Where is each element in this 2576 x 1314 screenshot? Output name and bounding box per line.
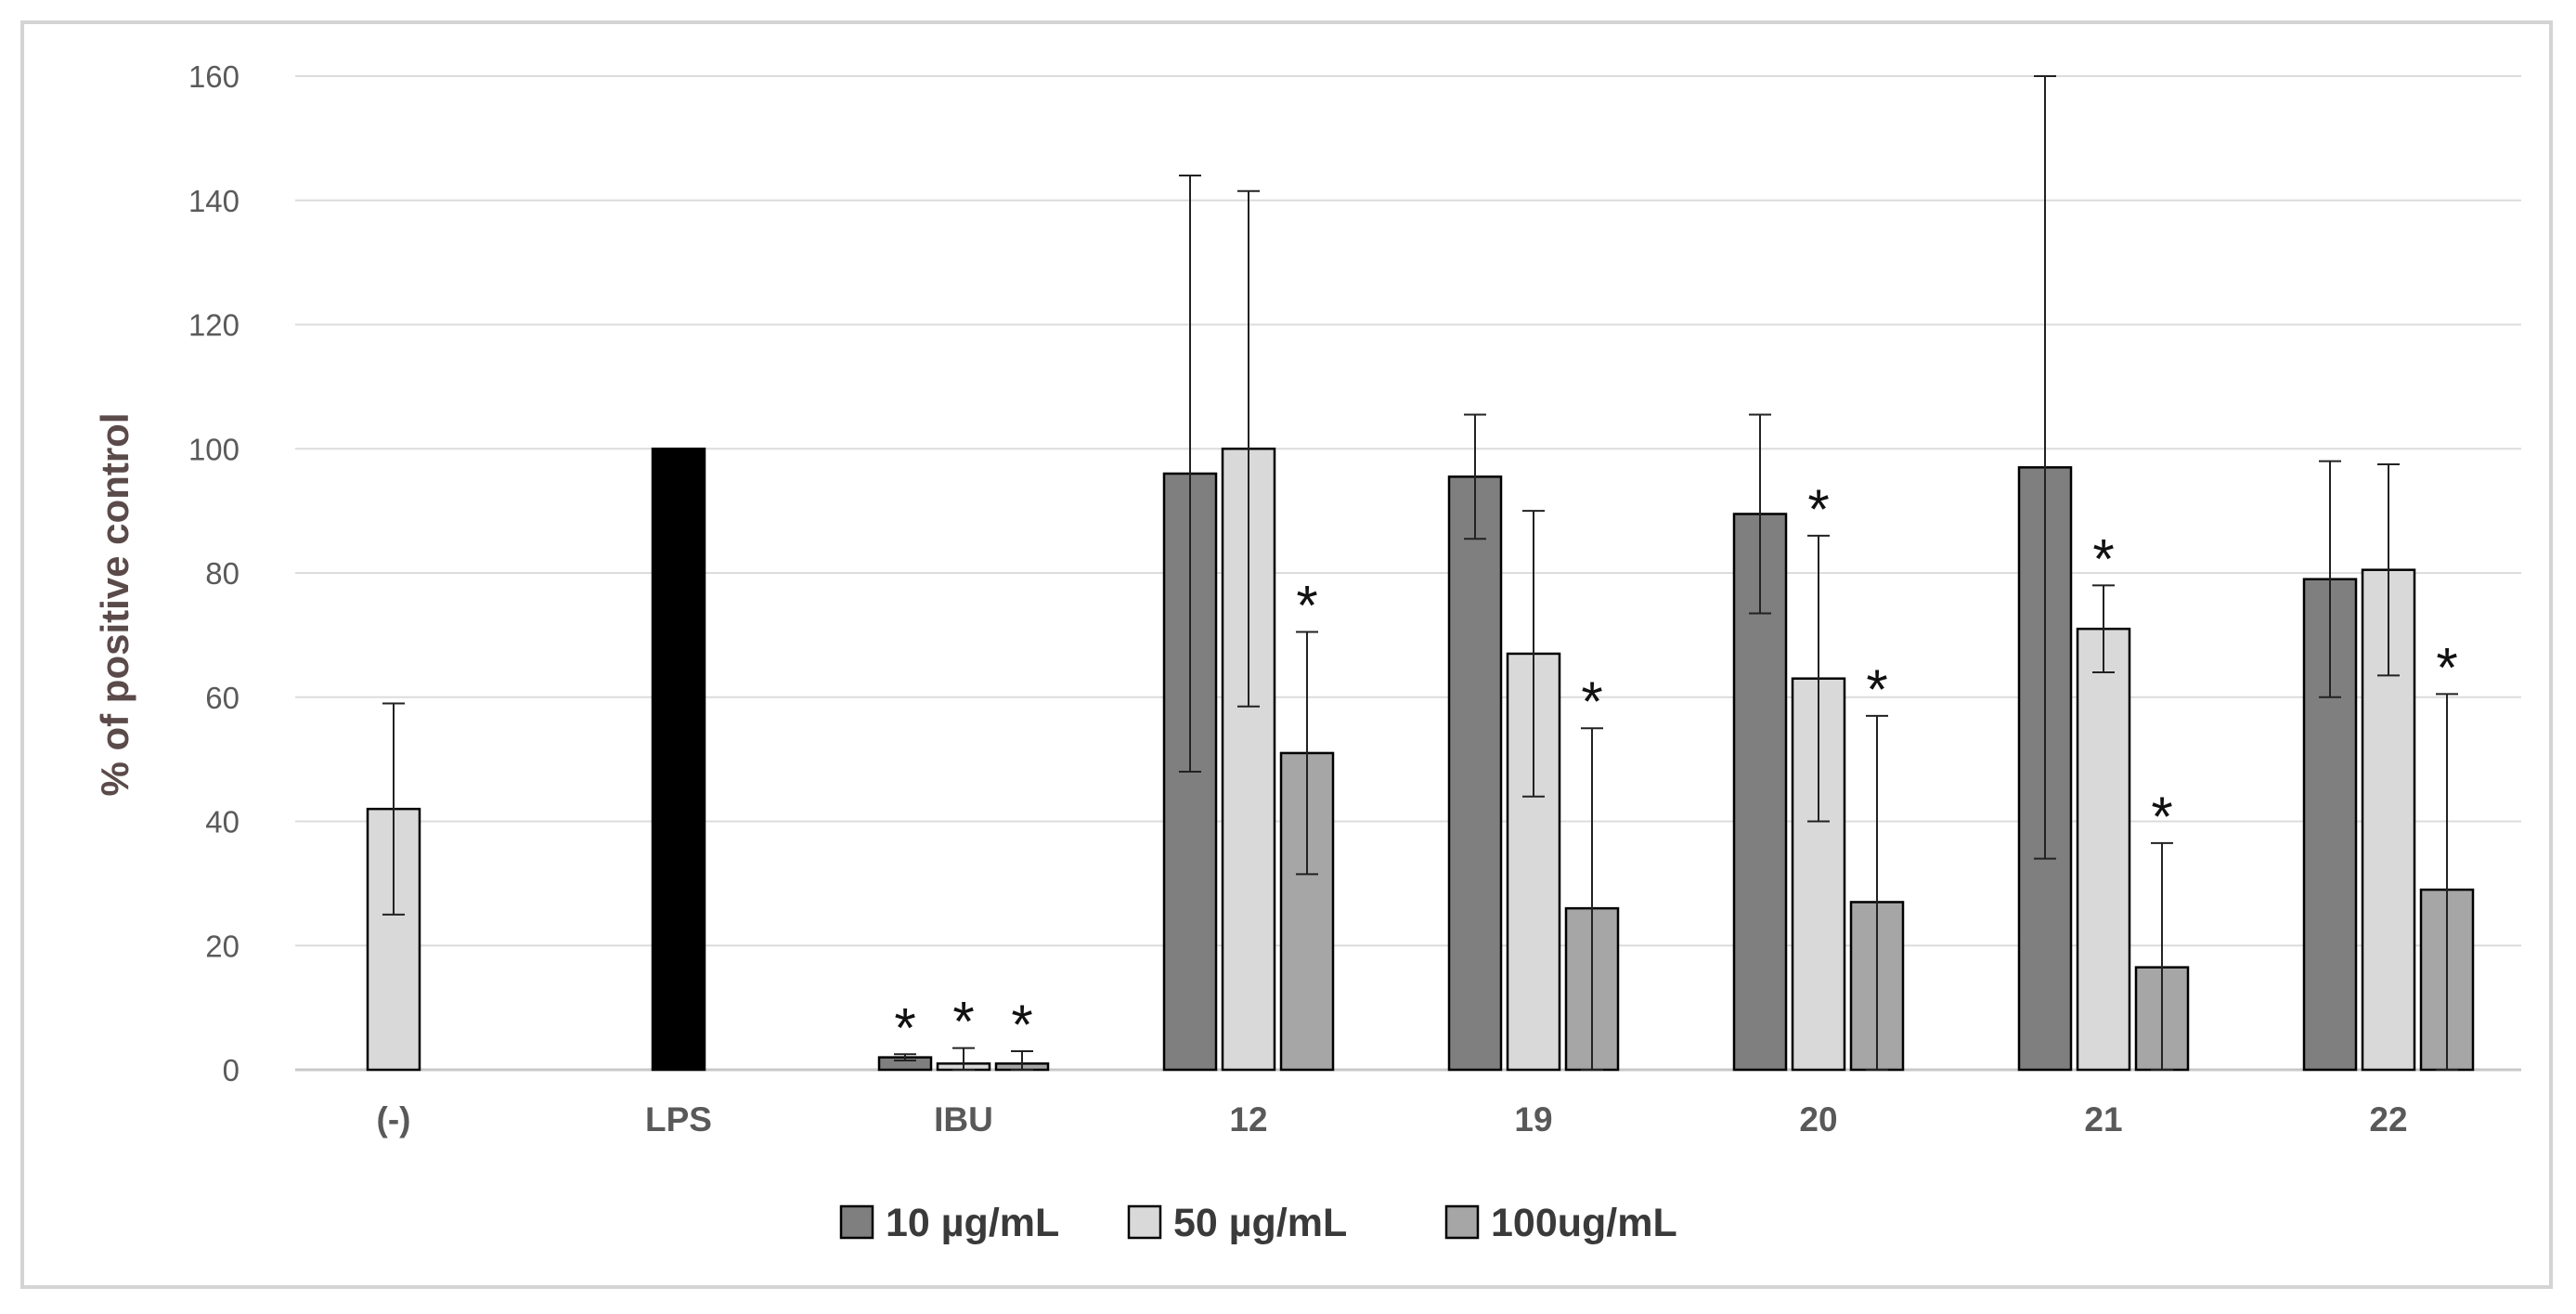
error-bar [1522,510,1545,798]
error-bar [382,702,405,916]
y-tick-label: 20 [205,929,239,963]
significance-marker: * [894,996,915,1059]
x-tick-label: 19 [1514,1100,1552,1138]
legend-swatch [1444,1204,1480,1240]
significance-marker: * [1807,478,1829,540]
x-tick-label: 12 [1229,1100,1267,1138]
error-bar [2151,841,2173,1071]
significance-markers: * * * * * * * * * * [894,478,2457,1059]
error-bar [2319,460,2341,698]
significance-marker: * [952,991,974,1053]
significance-marker: * [2436,636,2457,698]
y-tick-label: 160 [188,59,239,94]
error-bar [2436,693,2458,1071]
significance-marker: * [1011,994,1032,1056]
x-tick-label: LPS [645,1100,712,1138]
error-bar [2092,584,2115,673]
error-bar [1179,175,1201,773]
y-tick-label: 100 [188,432,239,466]
y-tick-label: 80 [205,556,239,591]
error-bar [1296,631,1318,876]
x-tick-label: 20 [1799,1100,1837,1138]
y-axis-label: % of positive control [93,412,136,796]
legend-item: 100ug/mL [1444,1201,1677,1245]
error-bar [1866,714,1888,1071]
legend-item: 50 µg/mL [1127,1201,1347,1245]
legend-item: 10 µg/mL [839,1201,1059,1245]
gridlines [295,75,2521,1072]
x-tick-label: 21 [2084,1100,2122,1138]
bar [1447,475,1503,1072]
error-bar [2377,462,2400,677]
significance-marker: * [1296,575,1317,637]
error-bar [1011,1049,1033,1071]
y-tick-label: 120 [188,308,239,343]
legend-swatch [1127,1204,1162,1240]
error-bar [1807,534,1830,823]
x-axis-labels: (-) LPS IBU 12 19 20 21 22 [377,1100,2408,1138]
x-tick-label: 22 [2369,1100,2407,1138]
legend-label: 100ug/mL [1491,1201,1677,1245]
y-tick-label: 40 [205,805,239,839]
y-tick-label: 0 [223,1053,239,1087]
y-tick-label: 140 [188,184,239,218]
error-bars [382,75,2458,1071]
legend: 10 µg/mL 50 µg/mL 100ug/mL [839,1201,1677,1245]
y-axis-ticks: 0 20 40 60 80 100 120 140 160 [188,59,239,1087]
significance-marker: * [2092,527,2114,590]
legend-label: 10 µg/mL [886,1201,1059,1245]
bar-chart: 0 20 40 60 80 100 120 140 160 % of positive cont… [93,59,2521,1245]
bar [2076,627,2131,1072]
bar-lps [651,448,706,1072]
error-bar [1581,727,1603,1071]
x-tick-label: IBU [934,1100,993,1138]
bars [366,448,2475,1072]
error-bar [2034,75,2056,860]
error-bar [1237,189,1260,708]
significance-marker: * [1866,658,1887,721]
error-bar [952,1047,975,1071]
x-tick-label: (-) [377,1100,411,1138]
legend-swatch [839,1204,874,1240]
error-bar [1749,413,1771,615]
legend-label: 50 µg/mL [1173,1201,1347,1245]
significance-marker: * [1581,670,1602,733]
y-tick-label: 60 [205,681,239,715]
error-bar [1464,413,1486,540]
error-bar [894,1053,916,1061]
chart-frame: 0 20 40 60 80 100 120 140 160 % of positive cont… [20,20,2553,1289]
significance-marker: * [2151,786,2172,848]
